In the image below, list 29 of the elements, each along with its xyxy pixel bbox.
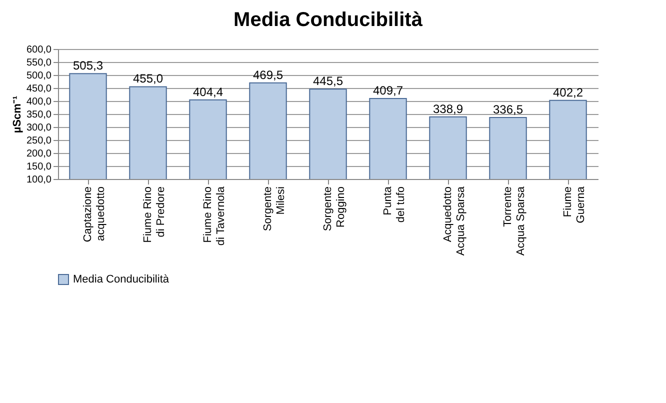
x-tick-label: Sorgente Milesi bbox=[262, 186, 287, 232]
data-label: 404,4 bbox=[192, 84, 224, 99]
data-label: 336,5 bbox=[492, 102, 524, 117]
data-label: 455,0 bbox=[132, 72, 164, 86]
x-tick-label: Sorgente Roggino bbox=[322, 186, 347, 232]
y-tick-label: 100,0 bbox=[26, 174, 52, 186]
x-tick-label: Torrente Acqua Sparsa bbox=[502, 186, 527, 256]
y-tick-label: 600,0 bbox=[26, 44, 52, 56]
y-tick-label: 500,0 bbox=[26, 70, 52, 82]
y-tick-label: 200,0 bbox=[26, 148, 52, 160]
data-label: 402,2 bbox=[552, 85, 584, 100]
y-tick-label: 550,0 bbox=[26, 58, 52, 68]
chart-title: Media Conducibilità bbox=[234, 9, 424, 31]
data-label: 445,5 bbox=[312, 74, 344, 88]
x-tick-label: Captazione acquedotto bbox=[82, 186, 107, 242]
data-label: 505,3 bbox=[72, 58, 104, 73]
x-tick-label: Fiume Guerna bbox=[562, 186, 587, 224]
y-tick-label: 400,0 bbox=[26, 96, 52, 108]
y-tick-label: 150,0 bbox=[26, 162, 52, 172]
y-axis-title: µScm⁻¹ bbox=[11, 96, 24, 134]
x-tick-label: Punta del tufo bbox=[382, 186, 407, 223]
data-label: 409,7 bbox=[372, 83, 404, 98]
data-label: 338,9 bbox=[432, 102, 464, 116]
y-tick-label: 450,0 bbox=[26, 84, 52, 94]
y-tick-label: 250,0 bbox=[26, 136, 52, 146]
y-tick-label: 350,0 bbox=[26, 110, 52, 120]
y-tick-label: 300,0 bbox=[26, 122, 52, 134]
data-label: 469,5 bbox=[252, 68, 284, 82]
legend-label: Media Conducibilità bbox=[73, 274, 170, 286]
